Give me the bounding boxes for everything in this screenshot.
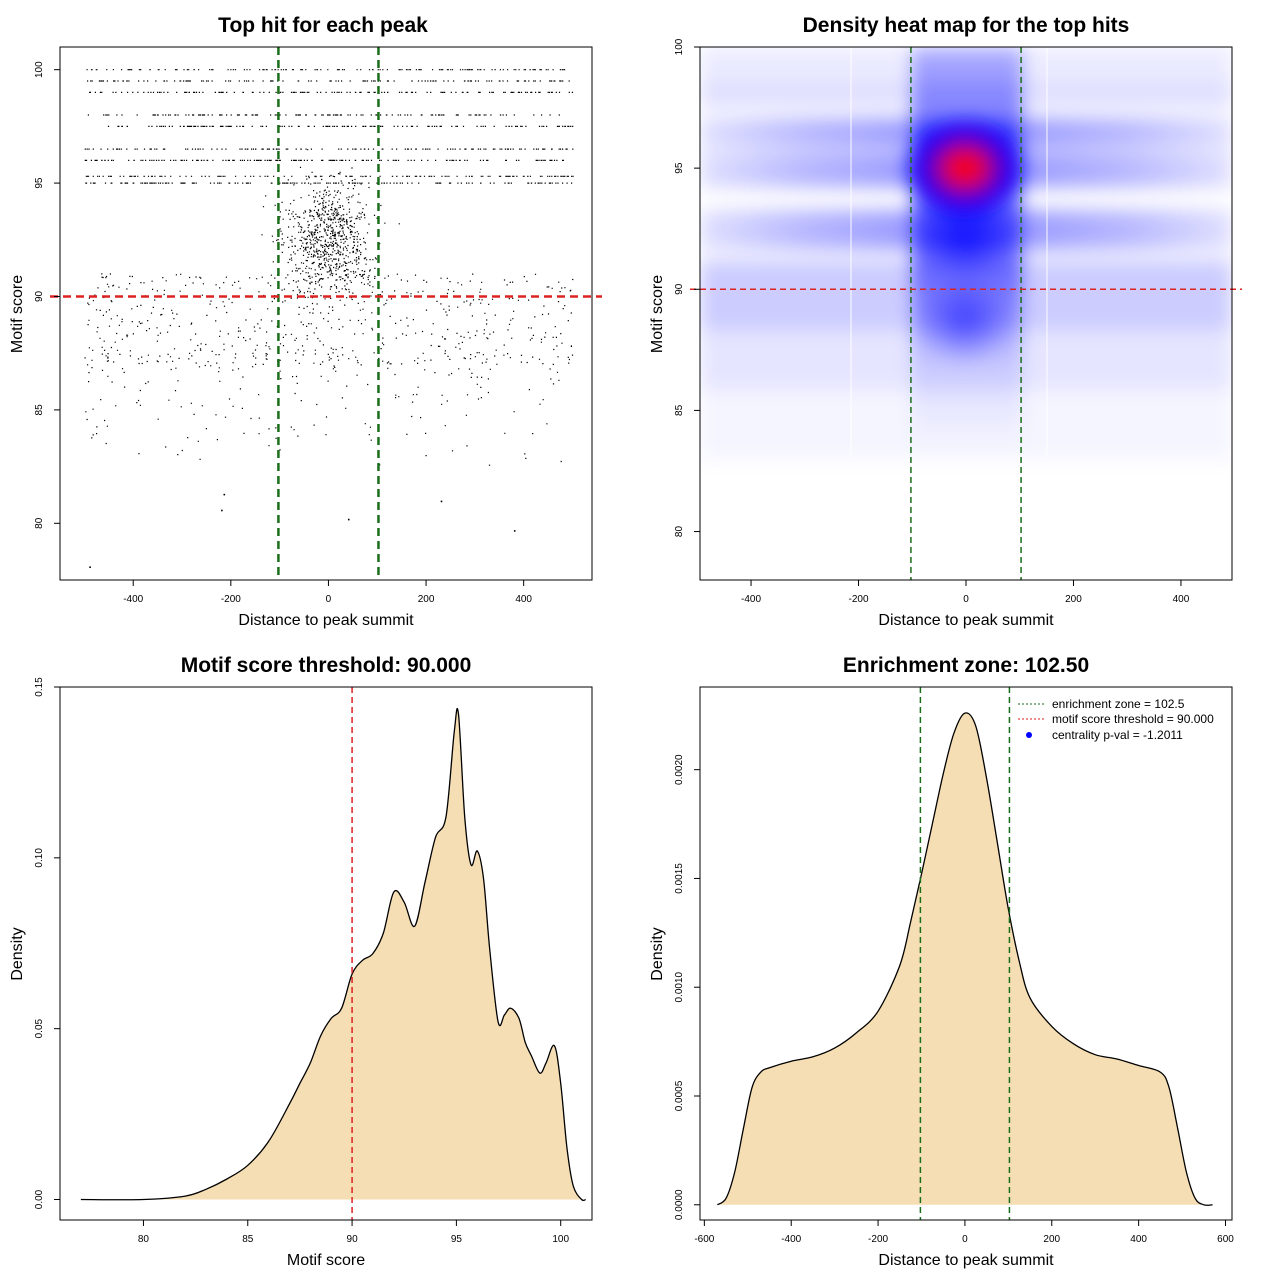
reference-lines [50, 47, 602, 580]
x-tick-label: 95 [451, 1234, 463, 1245]
x-axis-label: Distance to peak summit [878, 1252, 1054, 1269]
heatmap-peak [903, 116, 1027, 220]
scatter-point [347, 518, 350, 521]
reference-lines [690, 47, 1242, 580]
y-tick-label: 95 [34, 177, 45, 189]
y-tick-label: 95 [674, 162, 685, 174]
y-axis-label: Motif score [9, 275, 26, 353]
x-tick-label: 200 [1043, 1234, 1060, 1245]
scatter-point [440, 500, 443, 503]
reference-lines [919, 687, 1011, 1220]
plot-frame [59, 46, 593, 581]
axes: -600 -400 -200 0 200 400 600 0.0000 0.0005 0.0010… [674, 754, 1234, 1245]
x-tick-label: 400 [1173, 594, 1190, 605]
axes: -400 -200 0 200 400 80 85 90 95 100 [674, 38, 1190, 605]
x-tick-label: 85 [242, 1234, 254, 1245]
scatter-points [84, 69, 574, 568]
panel-title: Enrichment zone: 102.50 [843, 654, 1089, 677]
panel-heatmap: Density heat map for the top hits [649, 14, 1242, 629]
plot-frame [59, 686, 593, 1221]
x-tick-label: 100 [552, 1234, 569, 1245]
panel-score-density: Motif score threshold: 90.000 80 85 90 95 10… [9, 654, 593, 1269]
plot-frame [699, 686, 1233, 1221]
panel-title: Motif score threshold: 90.000 [181, 654, 472, 677]
scatter-point [221, 509, 223, 512]
heatmap-blob [910, 200, 1020, 280]
legend: enrichment zone = 102.5 motif score thre… [1018, 697, 1214, 742]
y-tick-label: 0.05 [34, 1018, 45, 1038]
x-tick-label: 600 [1217, 1234, 1234, 1245]
panel-title: Top hit for each peak [218, 14, 428, 37]
x-tick-label: -200 [221, 594, 241, 605]
y-tick-label: 85 [674, 404, 685, 416]
y-tick-label: 90 [674, 283, 685, 295]
y-tick-label: 85 [34, 404, 45, 416]
density-fill [80, 708, 586, 1201]
panel-title: Density heat map for the top hits [803, 14, 1130, 37]
density-curve [80, 707, 586, 1202]
y-tick-label: 100 [34, 61, 45, 78]
scatter-cloud [84, 69, 574, 466]
x-tick-label: 0 [963, 594, 969, 605]
y-axis-label: Density [649, 927, 666, 980]
y-tick-label: 100 [674, 38, 685, 55]
y-tick-label: 0.0010 [674, 971, 685, 1002]
density-heatmap [700, 47, 1232, 580]
x-tick-label: -600 [694, 1234, 714, 1245]
x-tick-label: -400 [781, 1234, 801, 1245]
x-tick-label: 400 [515, 594, 532, 605]
legend-label: enrichment zone = 102.5 [1052, 697, 1185, 711]
x-tick-label: 200 [1065, 594, 1082, 605]
x-tick-label: -400 [123, 594, 143, 605]
x-tick-label: 80 [138, 1234, 150, 1245]
x-tick-label: 0 [326, 594, 332, 605]
panel-distance-density: Enrichment zone: 102.50 -600 -400 -200 0 200… [649, 654, 1234, 1269]
legend-label: motif score threshold = 90.000 [1052, 712, 1214, 726]
axes: 80 85 90 95 100 0.00 0.05 0.10 0.15 [34, 677, 569, 1245]
legend-label: centrality p-val = -1.2011 [1052, 728, 1183, 742]
density-area [716, 712, 1213, 1206]
y-axis-label: Motif score [649, 275, 666, 353]
x-tick-label: 400 [1130, 1234, 1147, 1245]
heatmap-density [700, 47, 1232, 460]
y-tick-label: 90 [34, 290, 45, 302]
scatter-point [89, 566, 91, 568]
y-tick-label: 0.0020 [674, 754, 685, 785]
legend-swatch-point [1026, 732, 1032, 738]
y-tick-label: 0.0005 [674, 1080, 685, 1111]
x-tick-label: 200 [418, 594, 435, 605]
panel-scatter: Top hit for each peak -400 -200 0 200 400 80 8… [9, 14, 602, 629]
y-tick-label: 0.0000 [674, 1189, 685, 1220]
y-tick-label: 0.10 [34, 848, 45, 868]
x-tick-label: -200 [868, 1234, 888, 1245]
x-tick-label: 0 [962, 1234, 968, 1245]
scatter-point [513, 530, 516, 532]
density-curve [716, 712, 1213, 1206]
heatmap-blob [915, 275, 1015, 365]
scatter-point [223, 493, 226, 496]
x-axis-label: Distance to peak summit [878, 612, 1054, 629]
y-tick-label: 80 [34, 517, 45, 529]
x-axis-label: Distance to peak summit [238, 612, 414, 629]
y-tick-label: 0.0015 [674, 863, 685, 894]
x-tick-label: -200 [849, 594, 869, 605]
x-tick-label: 90 [347, 1234, 359, 1245]
x-axis-label: Motif score [287, 1252, 365, 1269]
x-tick-label: -400 [741, 594, 761, 605]
axes: -400 -200 0 200 400 80 85 90 95 100 [34, 61, 532, 605]
y-axis-label: Density [9, 927, 26, 980]
y-tick-label: 0.15 [34, 677, 45, 697]
density-area [80, 707, 586, 1202]
y-tick-label: 0.00 [34, 1189, 45, 1209]
y-tick-label: 80 [674, 526, 685, 538]
density-fill [717, 712, 1213, 1206]
